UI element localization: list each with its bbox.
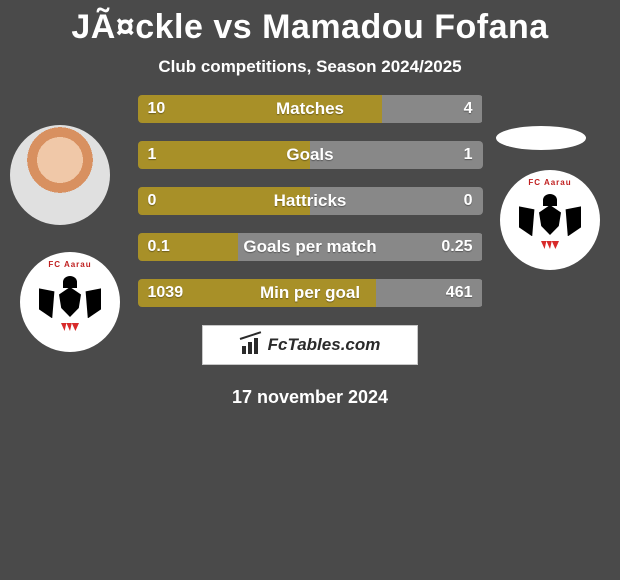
stat-value-right: 0.25 [441, 233, 472, 261]
stat-value-left: 0.1 [148, 233, 170, 261]
stat-row: 10Matches4 [138, 95, 483, 123]
page-title: JÃ¤ckle vs Mamadou Fofana [0, 0, 620, 47]
brand-box: FcTables.com [202, 325, 418, 365]
stats-container: 10Matches4 1Goals1 0Hattricks0 0.1Goals per… [138, 95, 483, 307]
stat-row: 0Hattricks0 [138, 187, 483, 215]
bar-left [138, 95, 383, 123]
stat-row: 1Goals1 [138, 141, 483, 169]
stat-value-right: 1 [464, 141, 473, 169]
subtitle: Club competitions, Season 2024/2025 [0, 57, 620, 77]
stat-value-left: 1039 [148, 279, 184, 307]
bar-left [138, 141, 311, 169]
eagle-icon [39, 271, 101, 333]
eagle-icon [519, 189, 581, 251]
club-badge-left: FC Aarau [20, 252, 120, 352]
stat-value-left: 1 [148, 141, 157, 169]
date-text: 17 november 2024 [0, 387, 620, 408]
brand-chart-icon [240, 336, 262, 354]
player-right-avatar [496, 126, 586, 150]
club-name-left: FC Aarau [48, 260, 91, 269]
bar-right [310, 187, 483, 215]
stat-row: 0.1Goals per match0.25 [138, 233, 483, 261]
stat-value-left: 10 [148, 95, 166, 123]
player-left-avatar [10, 125, 110, 225]
stat-value-right: 0 [464, 187, 473, 215]
brand-text: FcTables.com [268, 335, 381, 355]
stat-value-right: 461 [446, 279, 473, 307]
stat-row: 1039Min per goal461 [138, 279, 483, 307]
club-name-right: FC Aarau [528, 178, 571, 187]
stat-value-left: 0 [148, 187, 157, 215]
club-badge-right: FC Aarau [500, 170, 600, 270]
bar-right [310, 141, 483, 169]
bar-left [138, 187, 311, 215]
stat-value-right: 4 [464, 95, 473, 123]
